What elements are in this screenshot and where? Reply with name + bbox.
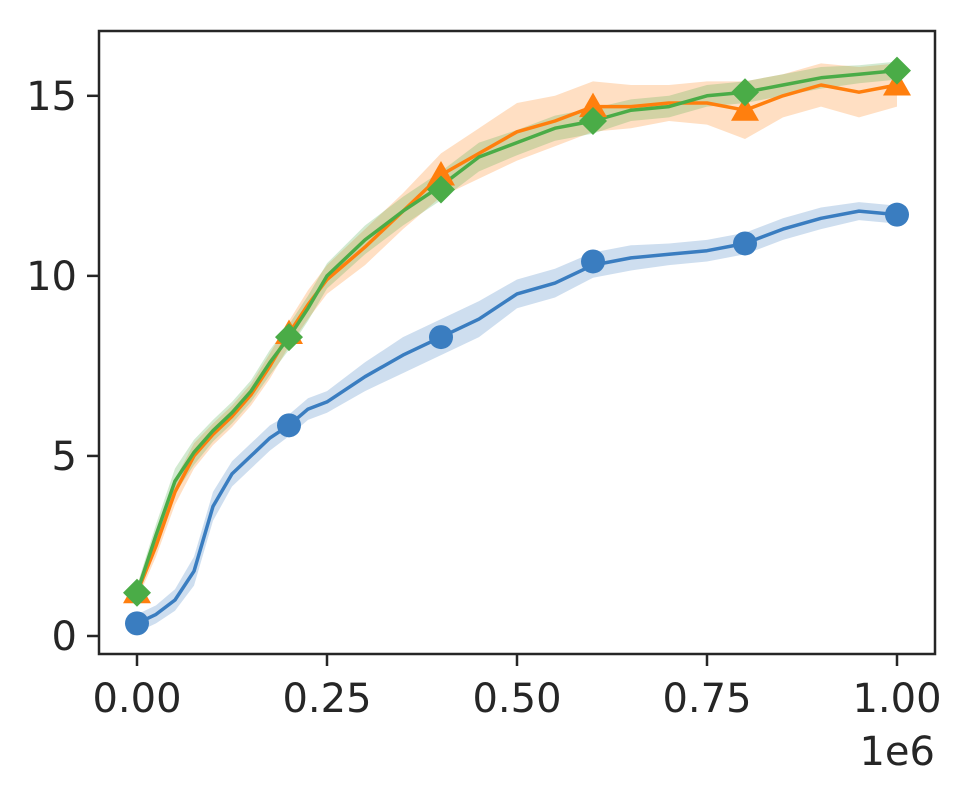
series-3-marker-3 <box>427 175 455 204</box>
series-3-marker-4 <box>579 107 607 136</box>
x-tick-label: 0.00 <box>92 676 181 722</box>
series-3-marker-2 <box>275 323 303 352</box>
x-axis-offset-label: 1e6 <box>859 729 935 775</box>
y-axis-ticks: 0 5 10 15 <box>26 74 99 660</box>
series-3-marker-6 <box>883 56 911 85</box>
series-3-marker-5 <box>731 78 759 107</box>
y-tick-label: 15 <box>26 74 77 120</box>
y-tick-label: 5 <box>52 434 77 480</box>
series-1-marker-4 <box>581 249 605 274</box>
x-tick-label: 0.75 <box>662 676 751 722</box>
series-1-marker-2 <box>277 413 301 438</box>
series-3-marker-1 <box>123 578 151 607</box>
y-tick-label: 0 <box>52 614 77 660</box>
series-1-marker-5 <box>733 231 757 256</box>
series-markers <box>123 56 911 636</box>
x-axis-ticks: 0.00 0.25 0.50 0.75 1.00 <box>92 654 942 722</box>
series-2-marker-4 <box>579 92 607 118</box>
series-1-marker-3 <box>429 325 453 350</box>
x-tick-label: 1.00 <box>852 676 941 722</box>
series-2-marker-3 <box>427 161 455 186</box>
series-2-marker-5 <box>731 96 759 121</box>
y-tick-label: 10 <box>26 254 77 300</box>
x-tick-label: 0.50 <box>472 676 561 722</box>
x-tick-label: 0.25 <box>282 676 371 722</box>
series-1-marker-6 <box>885 202 909 227</box>
series-1-marker-1 <box>125 611 149 636</box>
